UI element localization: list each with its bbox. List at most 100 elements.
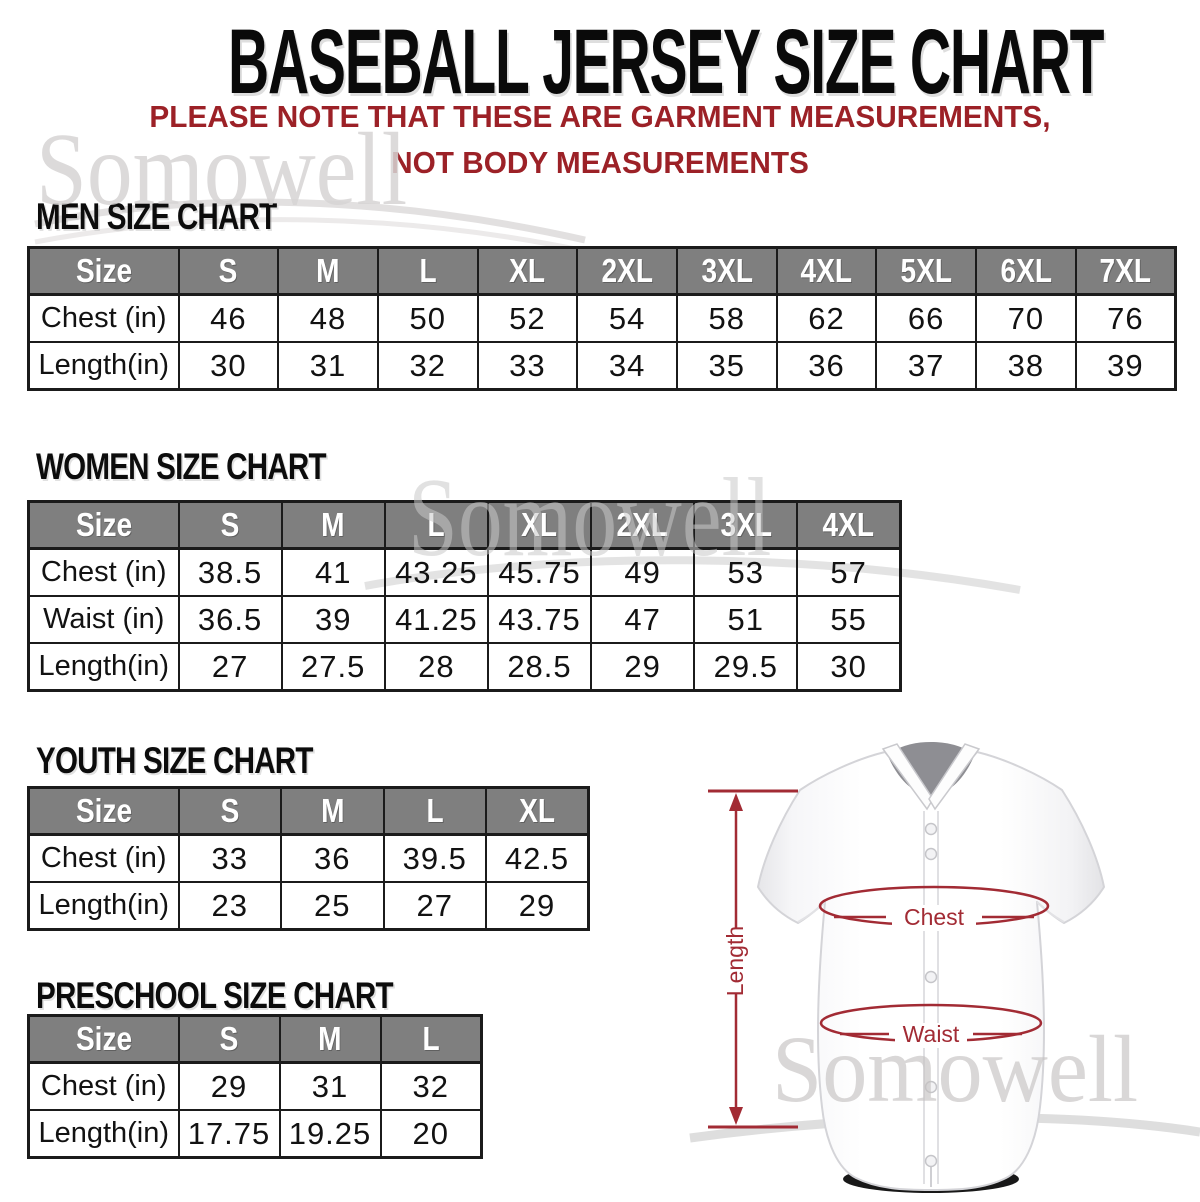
size-value-cell: 32 <box>376 341 479 391</box>
women-size-table-container: Size S M L XL 2XL 3XL 4XL Chest (in) 38.5 41 43.25 4… <box>27 500 902 692</box>
size-value-cell: 48 <box>277 293 379 343</box>
size-value-cell: 27 <box>382 881 487 931</box>
column-header-s: S <box>177 500 283 550</box>
column-header-label: 3XL <box>701 252 753 289</box>
size-value-cell: 25 <box>280 881 385 931</box>
table-row: Length(in) 23 25 27 29 <box>27 881 590 931</box>
size-value-cell: 55 <box>796 595 902 644</box>
size-value-cell: 47 <box>590 595 696 644</box>
column-header-label: 5XL <box>900 252 952 289</box>
size-value-cell: 34 <box>576 341 678 391</box>
button-5 <box>924 1154 938 1168</box>
row-label-cell: Chest (in) <box>27 547 180 597</box>
row-label-cell: Chest (in) <box>27 293 180 343</box>
youth-size-table-container: Size S M L XL Chest (in) 33 36 39.5 42.5 Length(in… <box>27 786 590 931</box>
label-dashes <box>834 915 1034 1036</box>
preschool-size-table: Size S M L Chest (in) 29 31 32 Length(in) 17.75 19… <box>27 1014 483 1159</box>
column-header-label: 2XL <box>601 252 653 289</box>
size-value-cell: 57 <box>796 547 902 597</box>
sleeve-seam-left <box>797 901 826 923</box>
table-row: Chest (in) 33 36 39.5 42.5 <box>27 833 590 883</box>
column-header-s: S <box>177 786 282 836</box>
size-value-cell: 19.25 <box>278 1109 382 1159</box>
size-value-cell: 31 <box>277 341 379 391</box>
column-header-label: 3XL <box>720 506 772 543</box>
column-header-size: Size <box>27 786 180 836</box>
column-header-label: 7XL <box>1099 252 1152 289</box>
size-value-cell: 39.5 <box>382 833 487 883</box>
column-header-label: L <box>422 1020 440 1057</box>
column-header-label: S <box>218 252 238 289</box>
men-size-table: Size S M L XL 2XL 3XL 4XL 5XL 6XL 7XL Chest (in) 46 4… <box>27 246 1177 391</box>
size-value-cell: 53 <box>693 547 799 597</box>
jersey-buttons <box>924 822 938 1168</box>
column-header-2xl: 2XL <box>590 500 696 550</box>
size-value-cell: 36.5 <box>177 595 283 644</box>
jersey-illustration: Length Chest Waist <box>708 742 1105 1193</box>
column-header-label: XL <box>509 252 546 289</box>
women-chart-title: WOMEN SIZE CHART <box>36 446 327 487</box>
column-header-label: XL <box>521 506 558 543</box>
size-value-cell: 39 <box>1074 341 1177 391</box>
size-value-cell: 45.75 <box>486 547 593 597</box>
youth-chart-title: YOUTH SIZE CHART <box>36 740 313 781</box>
column-header-5xl: 5XL <box>875 246 977 296</box>
column-header-label: S <box>220 506 240 543</box>
size-value-cell: 41 <box>280 547 386 597</box>
size-value-cell: 50 <box>376 293 479 343</box>
column-header-xl: XL <box>476 246 579 296</box>
button-4 <box>924 1080 938 1094</box>
size-value-cell: 27 <box>177 642 283 692</box>
column-header-3xl: 3XL <box>675 246 778 296</box>
size-value-cell: 62 <box>775 293 878 343</box>
size-value-cell: 54 <box>576 293 678 343</box>
waist-label-backing <box>895 1023 967 1048</box>
youth-size-table: Size S M L XL Chest (in) 33 36 39.5 42.5 Length(in… <box>27 786 590 931</box>
size-value-cell: 33 <box>476 341 579 391</box>
column-header-label: S <box>220 792 240 829</box>
column-header-7xl: 7XL <box>1074 246 1177 296</box>
table-row: Chest (in) 38.5 41 43.25 45.75 49 53 57 <box>27 547 902 597</box>
size-value-cell: 42.5 <box>485 833 590 883</box>
size-value-cell: 23 <box>177 881 282 931</box>
page-title: BASEBALL JERSEY SIZE CHART <box>228 11 1105 113</box>
waist-label: Waist <box>903 1021 960 1047</box>
subtitle-line-1: PLEASE NOTE THAT THESE ARE GARMENT MEASU… <box>149 99 1051 134</box>
size-value-cell: 49 <box>590 547 696 597</box>
length-label: Length <box>722 926 748 996</box>
size-value-cell: 37 <box>875 341 977 391</box>
size-value-cell: 29 <box>177 1061 281 1111</box>
column-header-label: L <box>426 792 444 829</box>
column-header-l: L <box>383 500 489 550</box>
subtitle-line-2: NOT BODY MEASUREMENTS <box>391 145 809 180</box>
table-row: Length(in) 17.75 19.25 20 <box>27 1109 483 1159</box>
column-header-4xl: 4XL <box>775 246 878 296</box>
size-value-cell: 29 <box>485 881 590 931</box>
button-2 <box>924 847 938 861</box>
size-value-cell: 70 <box>975 293 1077 343</box>
table-row: Chest (in) 46 48 50 52 54 58 62 66 70 76 <box>27 293 1177 343</box>
column-header-label: L <box>427 506 445 543</box>
size-value-cell: 43.25 <box>383 547 489 597</box>
size-value-cell: 36 <box>775 341 878 391</box>
column-header-label: Size <box>75 252 132 289</box>
column-header-l: L <box>382 786 487 836</box>
row-label-cell: Length(in) <box>27 341 180 391</box>
header-row: Size S M L XL 2XL 3XL 4XL <box>27 500 902 550</box>
column-header-label: 2XL <box>616 506 669 543</box>
jersey-collar-band-right <box>928 743 981 811</box>
column-header-label: M <box>318 1020 342 1057</box>
size-value-cell: 41.25 <box>383 595 489 644</box>
row-label-cell: Length(in) <box>27 1109 180 1159</box>
column-header-label: M <box>321 506 345 543</box>
header-row: Size S M L XL <box>27 786 590 836</box>
button-1 <box>924 822 938 836</box>
column-header-label: M <box>316 252 340 289</box>
size-value-cell: 32 <box>379 1061 483 1111</box>
size-value-cell: 30 <box>177 341 280 391</box>
size-value-cell: 43.75 <box>486 595 593 644</box>
column-header-label: 4XL <box>822 506 875 543</box>
men-size-table-container: Size S M L XL 2XL 3XL 4XL 5XL 6XL 7XL Chest (in) 46 4… <box>27 246 1177 391</box>
preschool-size-table-container: Size S M L Chest (in) 29 31 32 Length(in) 17.75 19… <box>27 1014 483 1159</box>
